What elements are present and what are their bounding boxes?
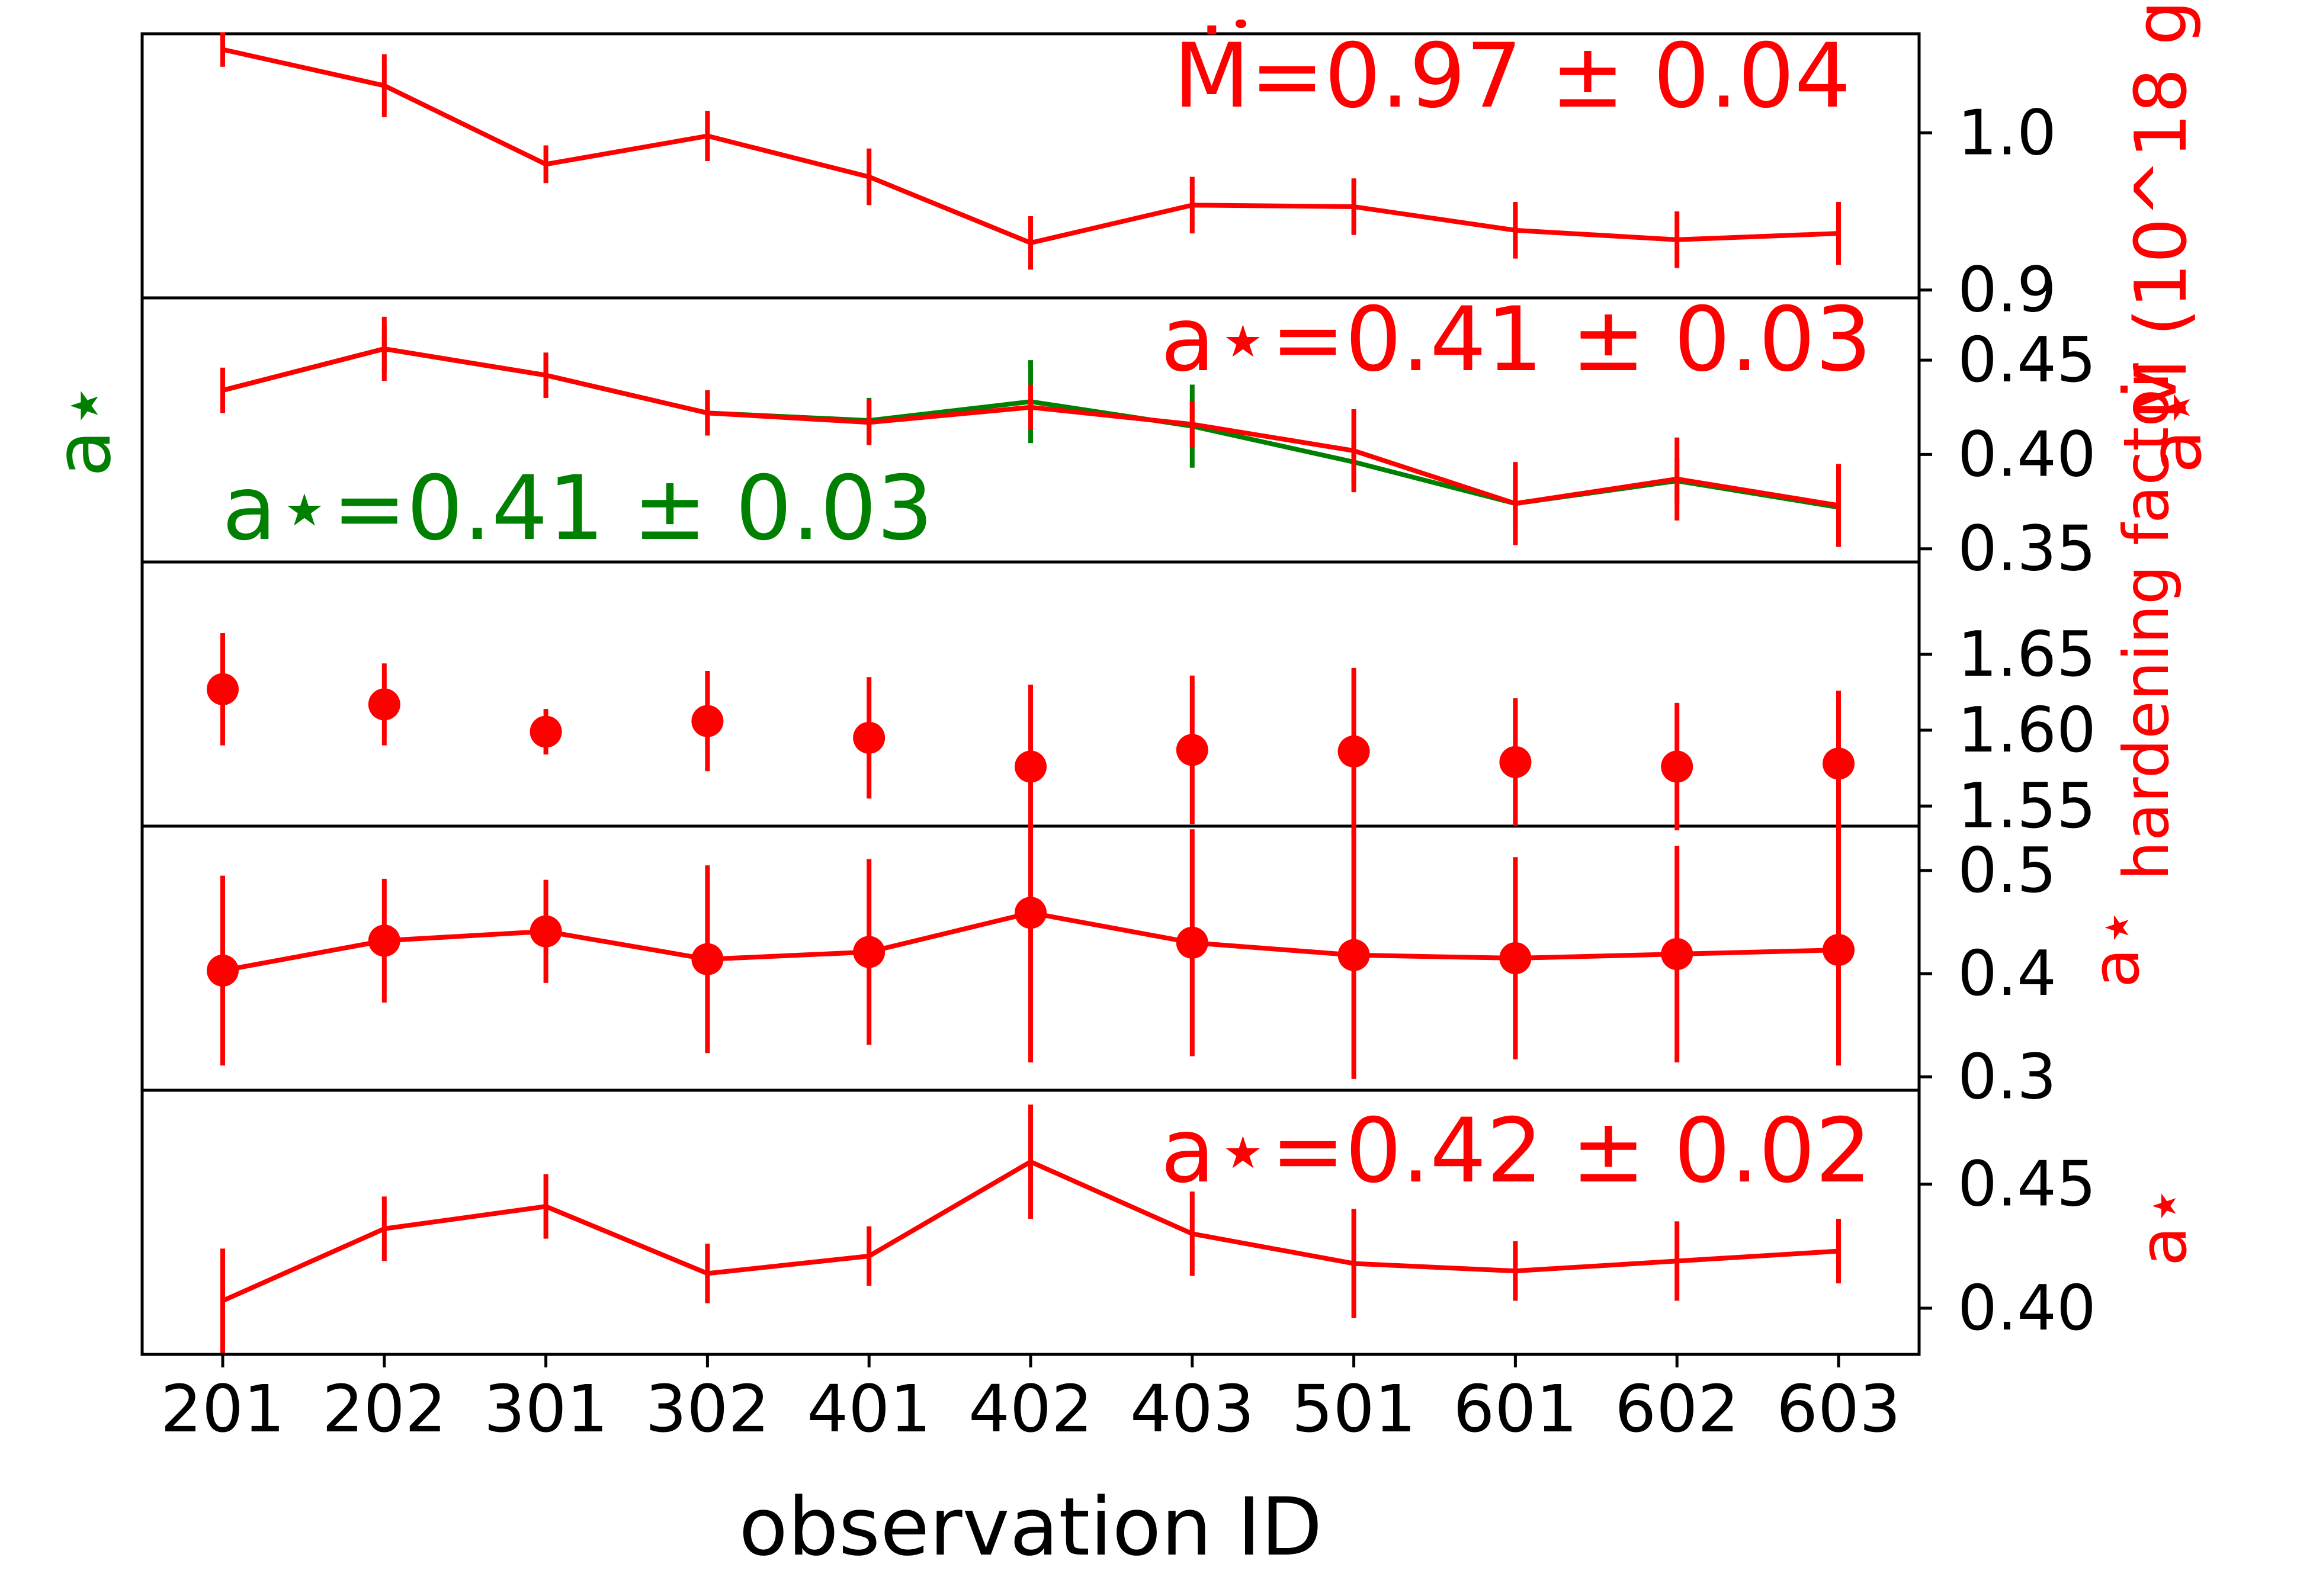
panel-4-series-0-point-402 [1015, 897, 1047, 929]
spin-annotation-panel5: a⋆=0.42 ± 0.02 [1160, 1100, 1872, 1203]
panel-3-series-0-point-301 [530, 715, 562, 748]
panel-4-series-0-point-603 [1823, 934, 1855, 966]
panel-3-series-0-point-401 [853, 721, 886, 754]
panel-2-series-1 [220, 316, 1841, 547]
panel-5: 0.40 0.45 [220, 1104, 2096, 1353]
panel-4-ytick-label-1: 0.4 [1958, 937, 2057, 1010]
panel-3: 1.551.601.65 [207, 618, 2096, 849]
panel-3-series-0-point-403 [1176, 734, 1208, 766]
panel-3-series-0-point-602 [1661, 750, 1693, 783]
panel-4-series-0-point-501 [1337, 939, 1370, 971]
x-tick-label-501: 501 [1292, 1371, 1416, 1447]
x-axis-label: observation ID [739, 1481, 1322, 1573]
panel-3-ytick-label-0: 1.55 [1958, 770, 2096, 842]
panel-4-series-0-point-401 [853, 936, 886, 968]
x-tick-label-602: 602 [1615, 1371, 1739, 1447]
panel-1-ytick-label-0: 0.9 [1958, 254, 2057, 326]
panel-4-series-0 [207, 763, 1855, 1079]
panel-3-ytick-label-1: 1.60 [1958, 694, 2096, 766]
panel-2-ytick-label-2: 0.45 [1958, 324, 2096, 396]
panel-5-ytick-label-0: 0.40 [1958, 1272, 2096, 1344]
panel-4-series-0-point-601 [1499, 942, 1532, 974]
x-tick-label-201: 201 [161, 1371, 285, 1447]
panel-3-ytick-label-2: 1.65 [1958, 618, 2096, 691]
spin-annotation-green-panel2: a⋆=0.41 ± 0.03 [222, 457, 933, 560]
ylabel-spin-panel2-group: a⋆ [2135, 386, 2218, 474]
panel-4: 0.3 0.4 0.5 [207, 763, 2057, 1113]
left-ylabel-group: a⋆ [38, 381, 128, 477]
x-tick-label-403: 403 [1130, 1371, 1255, 1447]
panel-4-series-0-point-403 [1176, 926, 1208, 959]
left-ylabel-spin: a⋆ [38, 381, 128, 477]
ylabel-mdot-group: Ṁ (10^18 g/s) [2120, 0, 2203, 420]
panel-2: 0.35 0.40 0.45 [220, 316, 2096, 585]
panel-1-series-0 [220, 32, 1841, 270]
x-tick-label-202: 202 [322, 1371, 447, 1447]
panel-4-series-0-point-602 [1661, 938, 1693, 971]
panel-3-series-0-point-601 [1499, 746, 1532, 778]
panel-5-series-0 [220, 1104, 1841, 1353]
panel-3-series-0-point-201 [207, 673, 239, 705]
panel-2-ytick-label-0: 0.35 [1958, 513, 2096, 585]
x-tick-label-603: 603 [1776, 1371, 1901, 1447]
panel-4-ytick-label-0: 0.3 [1958, 1041, 2057, 1113]
chart-marks: 0.91.00.350.400.451.551.601.650.30.40.50… [207, 20, 2096, 1353]
panel-5-ytick-label-1: 0.45 [1958, 1148, 2096, 1220]
mdot-annotation: Ṁ=0.97 ± 0.04 [1173, 25, 1851, 128]
panel-1-ytick-label-1: 1.0 [1958, 97, 2057, 169]
x-tick-label-302: 302 [645, 1371, 769, 1447]
panel-4-series-0-point-201 [207, 954, 239, 987]
spin-annotation-red-panel2: a⋆=0.41 ± 0.03 [1160, 288, 1872, 391]
panel-2-ytick-label-1: 0.40 [1958, 418, 2096, 490]
ylabel-spin-panel4: a⋆ [2078, 907, 2154, 988]
ylabel-spin-panel4-group: a⋆ [2078, 907, 2154, 988]
panel-4-series-0-point-302 [691, 943, 724, 975]
panel-3-series-0-point-603 [1823, 747, 1855, 780]
ylabel-spin-panel5: a⋆ [2125, 1186, 2201, 1266]
x-tick-label-601: 601 [1453, 1371, 1577, 1447]
ylabel-hardening-factor: hardening factor [2110, 362, 2183, 880]
panel-4-series-0-point-301 [530, 915, 562, 948]
x-tick-label-301: 301 [484, 1371, 608, 1447]
panel-3-series-0-point-501 [1337, 735, 1370, 768]
panel-3-series-0 [207, 632, 1855, 849]
ylabel-spin-panel5-group: a⋆ [2125, 1186, 2201, 1266]
panel-3-series-0-point-202 [368, 688, 400, 721]
panel-1: 0.9 1.0 [220, 32, 2057, 326]
x-tick-label-401: 401 [807, 1371, 931, 1447]
x-tick-label-402: 402 [968, 1371, 1093, 1447]
ylabel-hardening-group: hardening factor [2110, 362, 2183, 880]
panel-4-ytick-label-2: 0.5 [1958, 834, 2057, 907]
ylabel-mdot: Ṁ (10^18 g/s) [2120, 0, 2203, 420]
ylabel-spin-panel2: a⋆ [2135, 386, 2218, 474]
x-axis-ticks: 201 202 301 302 401 402 403 501 601 602 603 [161, 1354, 1901, 1447]
panel-4-series-0-point-202 [368, 924, 400, 957]
panel-3-series-0-point-302 [691, 705, 724, 737]
